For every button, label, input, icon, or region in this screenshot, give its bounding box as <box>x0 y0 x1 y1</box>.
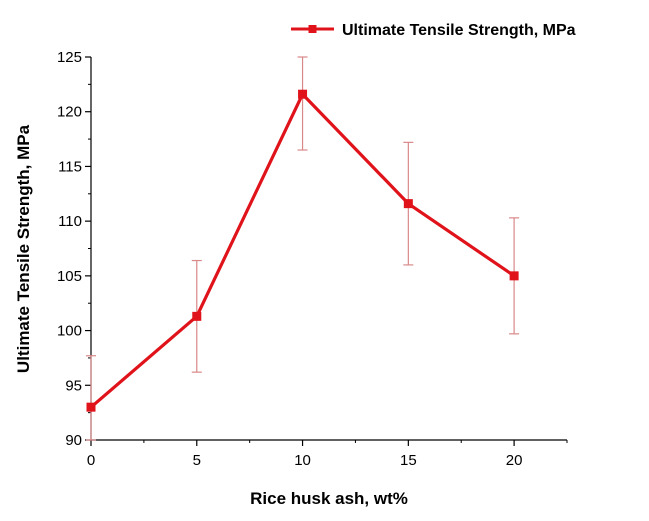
error-bars <box>86 56 520 441</box>
plot-area <box>90 57 567 441</box>
y-tick-label: 125 <box>57 49 82 66</box>
data-point-marker <box>509 271 519 281</box>
y-axis-title: Ultimate Tensile Strength, MPa <box>14 124 33 373</box>
x-tick-label: 10 <box>294 452 311 469</box>
data-point-marker <box>192 311 202 321</box>
x-ticks: 0 5 10 15 20 <box>87 440 568 469</box>
y-tick-label: 95 <box>65 377 82 394</box>
legend-label: Ultimate Tensile Strength, MPa <box>342 22 576 39</box>
x-tick-label: 20 <box>506 452 523 469</box>
series-markers <box>86 89 519 412</box>
legend: Ultimate Tensile Strength, MPa <box>291 22 576 39</box>
y-tick-label: 100 <box>57 323 82 340</box>
x-tick-label: 15 <box>400 452 417 469</box>
y-tick-label: 120 <box>57 104 82 121</box>
y-tick-label: 90 <box>65 432 82 449</box>
data-point-marker <box>86 402 96 412</box>
x-tick-label: 5 <box>193 452 201 469</box>
data-point-marker <box>298 89 308 99</box>
x-tick-label: 0 <box>87 452 95 469</box>
y-ticks: 90 95 100 105 110 115 120 125 <box>57 49 91 449</box>
x-axis-title: Rice husk ash, wt% <box>250 489 408 508</box>
legend-marker <box>308 25 317 33</box>
y-tick-label: 115 <box>58 158 82 175</box>
y-tick-label: 110 <box>58 213 82 230</box>
data-point-marker <box>403 199 413 209</box>
y-tick-label: 105 <box>57 268 82 285</box>
